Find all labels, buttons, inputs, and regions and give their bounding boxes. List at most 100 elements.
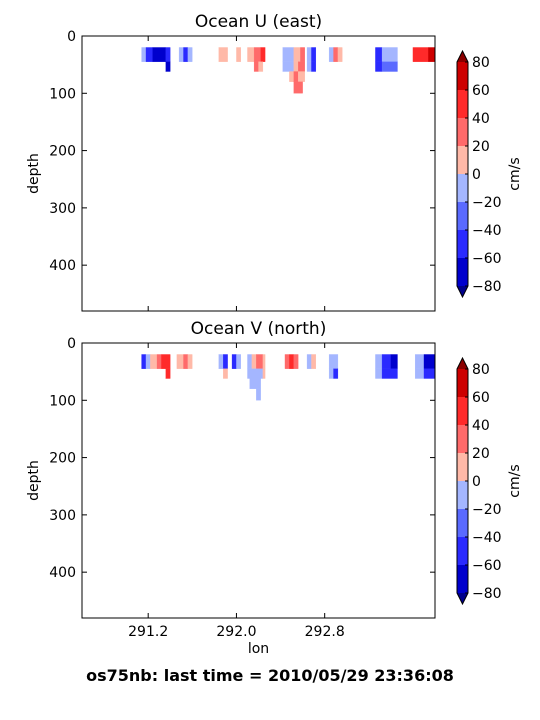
panel-1-cell (253, 47, 261, 62)
panel-2-cell (247, 368, 264, 379)
panel-1-cell (311, 47, 317, 62)
panel-2-cells (141, 354, 501, 447)
panel-1-colorbar-segment (457, 62, 468, 90)
panel-2-cell (289, 354, 294, 369)
panel-2-cell (187, 354, 193, 369)
panel-1-axes-frame (81, 35, 436, 312)
panel-2-colorbar-segment (457, 565, 468, 593)
panel-2-colorbar-segment (457, 509, 468, 537)
panel-2-colorbar-tick-label: 0 (472, 474, 481, 490)
panel-1-colorbar-tick-label: −80 (472, 279, 502, 295)
panel-2-cell (145, 354, 151, 369)
panel-2-colorbar-tick-label: −40 (472, 530, 502, 546)
panel-1-cell (495, 72, 502, 105)
panel-1-cell (333, 47, 339, 62)
panel-2-cell (141, 354, 147, 369)
panel-2-cell (150, 354, 158, 369)
panel-2-colorbar-segment (457, 481, 468, 509)
panel-2-cell (249, 378, 261, 389)
panel-1-colorbar-segment (457, 230, 468, 258)
panel-1-colorbar-segment (457, 90, 468, 118)
panel-2-cell (381, 354, 392, 369)
panel-2-cell (165, 368, 171, 379)
panel-1-cell (412, 47, 429, 62)
panel-2-cell (223, 368, 228, 379)
panel-2-cell (375, 368, 383, 379)
panel-1-ytick-label: 0 (67, 29, 76, 45)
panel-2-ytick-label: 0 (67, 336, 76, 352)
panel-2-cell (236, 354, 242, 369)
panel-2-ytick-label: 300 (49, 508, 76, 524)
panel-2-xtick-label: 291.2 (128, 624, 168, 640)
panel-2-cell (423, 354, 435, 369)
panel-1-cell (375, 61, 383, 72)
panel-1-colorbar-tick-label: 60 (472, 83, 490, 99)
panel-2-cell (492, 400, 501, 423)
panel-1-colorbar-tick-label: −60 (472, 251, 502, 267)
panel-1-cell (165, 61, 171, 72)
panel-2-ytick-label: 200 (49, 451, 76, 467)
panel-2-cell (247, 354, 253, 369)
panel-1-cell (300, 47, 305, 62)
panel-2-cell (311, 354, 317, 369)
panel-2-colorbar-tick-label: 80 (472, 362, 490, 378)
panel-2-cell (375, 354, 383, 369)
panel-2-colorbar-segment (457, 425, 468, 453)
panel-2-cell (251, 354, 257, 369)
panel-2-ylabel: depth (26, 460, 42, 501)
panel-2-cell (293, 354, 299, 369)
panel-2-cell (488, 379, 501, 412)
panel-1-cell (298, 71, 305, 82)
panel-1-cell (446, 47, 452, 61)
panel-2-cell (328, 368, 334, 379)
panel-2-cell (414, 354, 425, 369)
panel-1-cell (152, 47, 166, 62)
panel-2-cell (390, 354, 398, 369)
panel-1-cell (145, 47, 153, 62)
panel-1-colorbar-segment (457, 258, 468, 286)
panel-2-cell (306, 354, 312, 369)
panel-2-cell (156, 354, 162, 369)
panel-2-colorbar-segment (457, 453, 468, 481)
panel-1-colorbar-tick-label: 40 (472, 111, 490, 127)
panel-2-cell (328, 354, 339, 369)
panel-1-cell (183, 47, 189, 62)
panel-1-cell (328, 47, 334, 62)
panel-1-cell (293, 47, 301, 62)
panel-2-cell (161, 354, 171, 369)
panel-1-colorbar-under-arrow (457, 286, 468, 297)
panel-1-ytick-label: 300 (49, 201, 76, 217)
panel-1-cells (141, 47, 502, 105)
panel-1-cell (247, 47, 255, 62)
panel-2-cell (381, 368, 398, 379)
panel-1-cell (381, 61, 398, 72)
panel-1-ylabel: depth (26, 153, 42, 194)
panel-2-cell (423, 368, 435, 379)
panel-1-cell (452, 47, 455, 61)
panel-2-colorbar-tick-label: −20 (472, 502, 502, 518)
panel-1-colorbar-tick-label: −40 (472, 223, 502, 239)
panel-2-colorbar-tick-label: −80 (472, 586, 502, 602)
panel-1-cell (282, 61, 294, 72)
panel-2-colorbar-tick-label: 20 (472, 446, 490, 462)
panel-2-cell (414, 368, 425, 379)
panel-1-ytick-label: 200 (49, 144, 76, 160)
panel-2-cell (218, 354, 224, 369)
panel-2-colorbar-segment (457, 537, 468, 565)
panel-1-cell (187, 47, 193, 62)
panel-1-cell (490, 62, 501, 72)
panel-2-axes-frame (81, 342, 436, 619)
panel-1-colorbar-tick-label: 0 (472, 167, 481, 183)
panel-2-colorbar-tick-label: 60 (472, 390, 490, 406)
panel-1-cell (293, 71, 299, 82)
panel-1-cell (293, 61, 299, 72)
panel-1-cell (178, 47, 184, 62)
panel-1-cell (306, 47, 312, 62)
panel-2-ytick-label: 400 (49, 565, 76, 581)
panel-2-cell (183, 354, 189, 369)
panel-2-cell (468, 379, 477, 447)
panel-2-cell (176, 354, 184, 369)
panel-2-title: Ocean V (north) (191, 319, 327, 339)
panel-2-cell (333, 368, 339, 379)
